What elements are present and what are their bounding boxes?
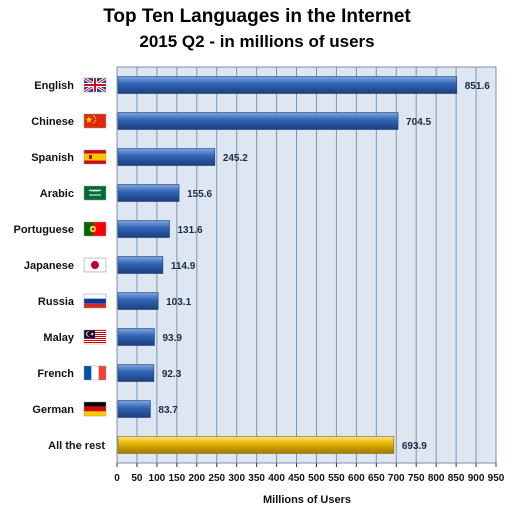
china-flag-icon (83, 113, 107, 129)
spain-flag-icon (83, 149, 107, 165)
value-label: 155.6 (187, 189, 212, 200)
malaysia-flag-icon (83, 329, 107, 345)
x-tick-label: 50 (131, 473, 143, 484)
flags (83, 77, 107, 417)
value-label: 693.9 (402, 441, 427, 452)
category-label: German (32, 404, 74, 416)
category-label: Portuguese (13, 224, 74, 236)
category-label: Japanese (24, 260, 74, 272)
bar-all-the-rest (117, 436, 395, 454)
x-tick-label: 550 (328, 473, 345, 484)
bar-spanish (117, 148, 216, 166)
bars (117, 76, 458, 454)
japan-flag-icon (83, 257, 107, 273)
x-tick-label: 0 (114, 473, 120, 484)
x-tick-label: 400 (268, 473, 285, 484)
x-tick-label: 350 (248, 473, 265, 484)
chart-title: Top Ten Languages in the Internet (103, 6, 411, 27)
portugal-flag-icon (83, 221, 107, 237)
bar-chinese (117, 112, 399, 130)
x-tick-label: 750 (408, 473, 425, 484)
value-label: 131.6 (178, 225, 203, 236)
category-label: All the rest (48, 440, 105, 452)
category-label: Arabic (40, 188, 74, 200)
bar-malay (117, 328, 155, 346)
x-tick-label: 900 (468, 473, 485, 484)
x-tick-label: 650 (368, 473, 385, 484)
value-label: 92.3 (162, 369, 182, 380)
value-labels: 851.6 704.5 245.2 155.6 131.6 114.9 103.1 93.9 9… (158, 81, 490, 452)
uk-flag-icon (83, 77, 107, 93)
value-label: 83.7 (158, 405, 178, 416)
germany-flag-icon (83, 401, 107, 417)
chart-subtitle: 2015 Q2 - in millions of users (139, 32, 374, 51)
category-label: Chinese (31, 116, 74, 128)
x-tick-label: 300 (228, 473, 245, 484)
category-label: English (34, 80, 74, 92)
x-tick-label: 100 (149, 473, 166, 484)
x-axis-label: Millions of Users (263, 494, 351, 506)
bar-russia (117, 292, 159, 310)
category-label: Russia (38, 296, 75, 308)
russia-flag-icon (83, 293, 107, 309)
x-tick-label: 200 (188, 473, 205, 484)
bar-french (117, 364, 155, 382)
value-label: 114.9 (171, 261, 196, 272)
x-tick-label: 850 (448, 473, 465, 484)
x-tick-label: 600 (348, 473, 365, 484)
x-axis-ticks: 0 50 100 150 200 250 300 350 400 450 500 550 600 650 7… (114, 463, 505, 484)
saudi-arabia-flag-icon (83, 185, 107, 201)
x-tick-label: 150 (168, 473, 185, 484)
x-tick-label: 250 (208, 473, 225, 484)
x-tick-label: 700 (388, 473, 405, 484)
value-label: 245.2 (223, 153, 248, 164)
bar-japanese (117, 256, 164, 274)
bar-german (117, 400, 151, 418)
x-tick-label: 800 (428, 473, 445, 484)
category-label: Spanish (31, 152, 74, 164)
value-label: 851.6 (465, 81, 490, 92)
france-flag-icon (83, 365, 107, 381)
plot-area (116, 66, 497, 464)
value-label: 103.1 (166, 297, 191, 308)
value-label: 704.5 (406, 117, 431, 128)
x-tick-label: 450 (288, 473, 305, 484)
x-tick-label: 500 (308, 473, 325, 484)
bar-english (117, 76, 458, 94)
bar-portuguese (117, 220, 170, 238)
value-label: 93.9 (162, 333, 182, 344)
grid-lines (136, 67, 497, 463)
category-labels: English Chinese Spanish Arabic Portuguese Jap… (13, 80, 105, 452)
category-label: Malay (43, 332, 74, 344)
x-tick-label: 950 (488, 473, 505, 484)
bar-arabic (117, 184, 180, 202)
category-label: French (37, 368, 74, 380)
